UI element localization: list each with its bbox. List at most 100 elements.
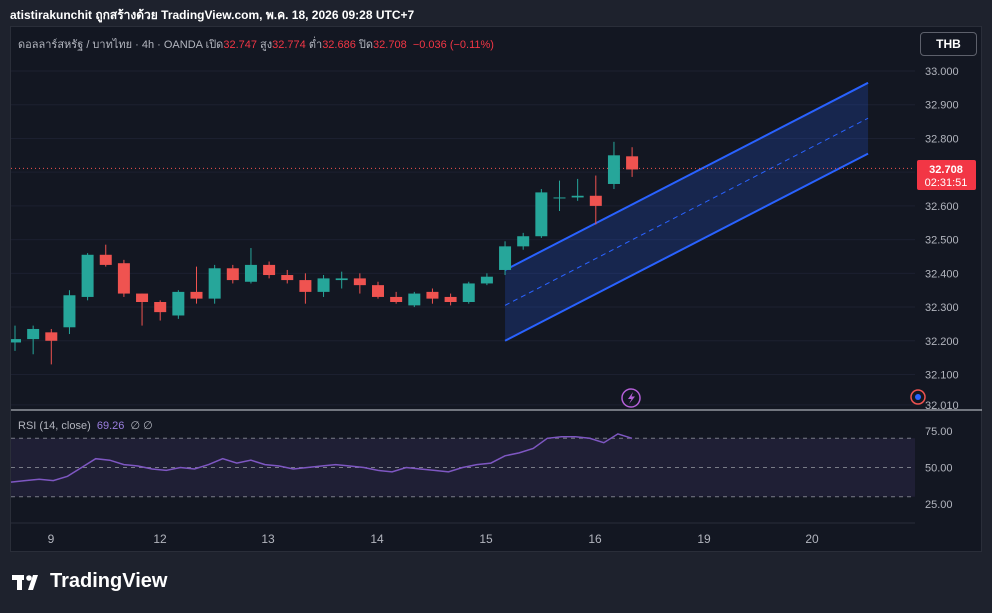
candle-body: [535, 192, 548, 237]
candle-body: [190, 291, 203, 299]
candle: [499, 241, 512, 276]
rsi-pane: [10, 433, 915, 498]
price-axis[interactable]: 33.00032.90032.80032.70032.60032.50032.4…: [925, 66, 959, 412]
candle-body: [390, 296, 403, 302]
close-label: ปิด: [358, 39, 374, 51]
candle-body: [117, 263, 130, 294]
close-value: 32.708: [373, 39, 407, 51]
price-tag-value: 32.708: [929, 164, 963, 176]
time-tick-label: 20: [805, 532, 819, 546]
tradingview-logo-icon: [12, 574, 38, 590]
candle-body: [11, 339, 21, 343]
price-tag: 32.708 02:31:51: [917, 160, 976, 190]
tradingview-logo-text: TradingView: [50, 570, 168, 592]
candle-body: [63, 295, 76, 328]
channel-fill: [505, 82, 869, 341]
price-tag-countdown: 02:31:51: [925, 177, 968, 189]
candle: [45, 328, 58, 365]
candle-body: [571, 195, 584, 198]
candle: [317, 275, 330, 297]
time-tick-label: 19: [697, 532, 711, 546]
candle: [136, 293, 149, 326]
candle-body: [444, 296, 457, 302]
candle-body: [372, 285, 384, 297]
candle-body: [626, 156, 639, 170]
grid: [11, 70, 915, 406]
price-tick-label: 32.200: [925, 336, 959, 348]
price-tick-label: 32.500: [925, 235, 959, 247]
candle: [208, 264, 221, 304]
candle: [190, 266, 203, 304]
rsi-line: [10, 433, 633, 483]
candle-body: [244, 264, 257, 282]
rsi-tick-label: 50.00: [925, 463, 953, 475]
candle-body: [589, 195, 602, 206]
candle-body: [553, 197, 566, 199]
candle: [281, 269, 294, 284]
candle: [517, 232, 530, 250]
candle: [626, 147, 639, 177]
candle: [226, 264, 239, 284]
rsi-tick-label: 75.00: [925, 426, 953, 438]
candle-body: [317, 278, 330, 292]
time-tick-label: 9: [48, 532, 55, 546]
candle-body: [281, 275, 294, 281]
candle-body: [136, 293, 149, 302]
price-tick-label: 32.400: [925, 268, 959, 280]
rsi-axis: 75.00 50.00 25.00: [925, 426, 953, 511]
candle: [244, 248, 257, 284]
currency-button[interactable]: THB: [920, 32, 977, 56]
candle: [372, 281, 384, 299]
price-tick-label: 32.600: [925, 201, 959, 213]
candle: [117, 259, 130, 297]
low-value: 32.686: [322, 39, 356, 51]
candle: [607, 141, 620, 190]
rsi-legend[interactable]: RSI (14, close) 69.26 ∅ ∅: [18, 419, 153, 432]
high-label: สูง: [260, 39, 273, 51]
candle-body: [462, 283, 475, 302]
channel-upper-line: [504, 81, 869, 271]
price-tick-label: 32.800: [925, 133, 959, 145]
price-tick-label: 32.300: [925, 302, 959, 314]
candle: [63, 290, 76, 335]
candle-body: [81, 254, 94, 297]
chart-frame[interactable]: [10, 26, 982, 552]
candle: [27, 325, 40, 355]
rsi-extra: ∅ ∅: [130, 420, 153, 432]
candle-body: [45, 332, 58, 341]
symbol-legend[interactable]: ดอลลาร์สหรัฐ / บาทไทย · 4h · OANDA เปิด3…: [18, 35, 494, 53]
candle: [535, 189, 548, 238]
time-tick-label: 14: [370, 532, 384, 546]
time-axis[interactable]: 9 12 13 14 15 16 19 20: [11, 522, 915, 546]
open-label: เปิด: [205, 39, 224, 51]
candle-body: [353, 278, 366, 286]
event-marker-icon[interactable]: [910, 389, 926, 405]
candle-body: [99, 254, 112, 265]
candle: [390, 291, 403, 304]
regression-channel[interactable]: [504, 81, 869, 342]
rsi-value: 69.26: [96, 420, 125, 432]
price-tick-label: 33.000: [925, 66, 959, 78]
candle: [462, 281, 475, 304]
candle: [99, 244, 112, 267]
change-value: −0.036 (−0.11%): [412, 39, 494, 51]
candle: [571, 178, 584, 201]
candle: [154, 300, 167, 321]
price-tick-label: 32.900: [925, 100, 959, 112]
candle: [299, 273, 312, 304]
candle: [81, 253, 94, 301]
candle: [172, 290, 185, 319]
price-tick-label: 32.010: [925, 400, 959, 412]
candle-body: [226, 268, 239, 281]
high-value: 32.774: [272, 39, 306, 51]
candle-body: [208, 268, 221, 299]
candle: [480, 273, 493, 286]
candle-body: [154, 301, 167, 313]
candle: [589, 175, 602, 225]
candle: [11, 325, 21, 351]
low-label: ต่ำ: [308, 39, 323, 51]
tradingview-logo[interactable]: TradingView: [12, 570, 167, 593]
lightning-icon[interactable]: [621, 388, 641, 408]
price-tick-label: 32.100: [925, 370, 959, 382]
